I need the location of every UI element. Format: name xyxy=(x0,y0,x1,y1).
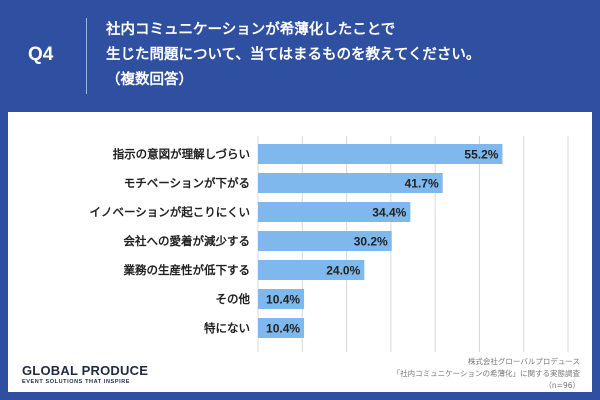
source-company: 株式会社グローバルプロデュース xyxy=(467,357,580,366)
category-label: モチベーションが下がる xyxy=(124,176,250,190)
chart-card: 指示の意図が理解しづらい 55.2% モチベーションが下がる 41.7% イノベーション… xyxy=(8,112,592,392)
category-label: イノベーションが起こりにくい xyxy=(89,205,250,219)
category-label: 指示の意図が理解しづらい xyxy=(113,147,250,161)
global-produce-logo: GLOBAL PRODUCE EVENT SOLUTIONS THAT INSP… xyxy=(22,364,148,386)
bar xyxy=(258,231,392,251)
question-number: Q4 xyxy=(28,44,54,65)
value-label: 24.0% xyxy=(326,264,360,278)
category-label: その他 xyxy=(216,292,251,306)
value-label: 10.4% xyxy=(266,293,300,307)
question-line-3: （複数回答） xyxy=(106,72,193,88)
category-label: 業務の生産性が低下する xyxy=(123,263,251,277)
category-label: 特にない xyxy=(204,321,250,335)
category-label: 会社への愛着が減少する xyxy=(123,234,251,248)
bar xyxy=(258,318,305,338)
value-label: 41.7% xyxy=(405,177,439,191)
bar xyxy=(258,202,411,222)
bar xyxy=(258,260,365,280)
header-divider xyxy=(86,18,87,94)
source-note: 株式会社グローバルプロデュース 「社内コミュニケーションの希薄化」に関する実態調… xyxy=(393,356,580,392)
value-label: 55.2% xyxy=(464,148,498,162)
bar xyxy=(258,173,443,193)
question-text: 社内コミュニケーションが希薄化したことで 生じた問題について、当てはまるものを教… xyxy=(106,18,586,93)
logo-main-text: GLOBAL PRODUCE xyxy=(22,363,149,378)
logo-tagline: EVENT SOLUTIONS THAT INSPIRE xyxy=(22,379,131,385)
question-line-1: 社内コミュニケーションが希薄化したことで xyxy=(106,22,396,38)
bar xyxy=(258,144,503,164)
source-survey: 「社内コミュニケーションの希薄化」に関する実態調査 xyxy=(392,369,580,378)
source-sample-size: （n=96） xyxy=(544,381,580,390)
bar xyxy=(258,289,305,309)
header: Q4 社内コミュニケーションが希薄化したことで 生じた問題について、当てはまるも… xyxy=(0,0,600,112)
bar-chart: 指示の意図が理解しづらい 55.2% モチベーションが下がる 41.7% イノベーション… xyxy=(89,136,569,352)
value-label: 10.4% xyxy=(266,322,300,336)
value-label: 34.4% xyxy=(372,206,406,220)
question-line-2: 生じた問題について、当てはまるものを教えてください。 xyxy=(106,47,481,63)
value-label: 30.2% xyxy=(354,235,388,249)
